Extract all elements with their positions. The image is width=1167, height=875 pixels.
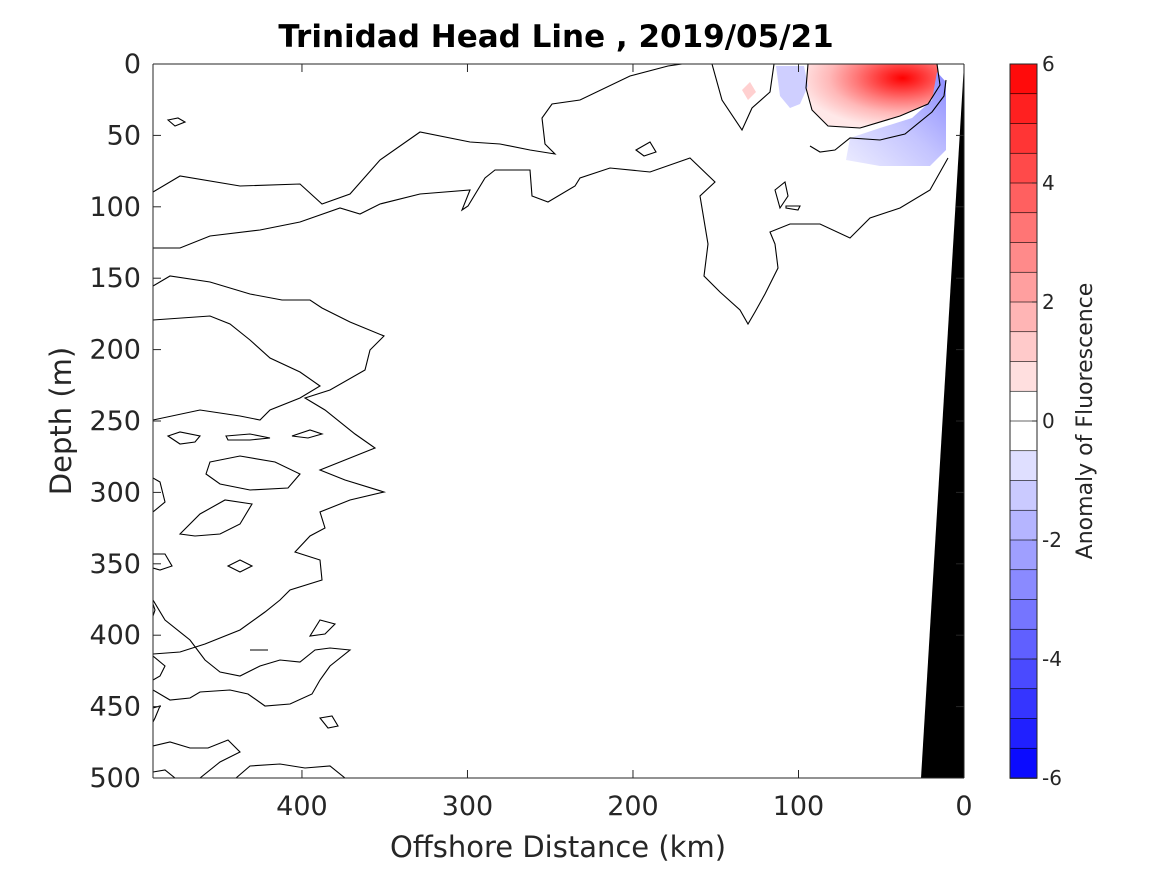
colorbar-bin — [1009, 331, 1038, 363]
colorbar-bin — [1009, 271, 1038, 303]
x-tick-label: 300 — [442, 791, 494, 822]
negative-anomaly-patch-2 — [776, 66, 808, 108]
y-tick-label: 400 — [89, 620, 141, 651]
x-axis-label: Offshore Distance (km) — [390, 830, 726, 864]
colorbar-bin — [1009, 361, 1038, 393]
colorbar-tick-label: 6 — [1042, 52, 1055, 76]
colorbar-bin — [1009, 509, 1038, 541]
colorbar-bin — [1009, 569, 1038, 601]
colorbar-bin — [1009, 63, 1038, 95]
colorbar-bin — [1009, 747, 1038, 779]
colorbar-bin — [1009, 301, 1038, 333]
colorbar-bin — [1009, 539, 1038, 571]
colorbar-label: Anomaly of Fluorescence — [1073, 283, 1098, 560]
y-axis-label: Depth (m) — [44, 347, 78, 495]
y-tick-label: 100 — [89, 192, 141, 223]
colorbar-bin — [1009, 480, 1038, 512]
colorbar-tick-label: 0 — [1042, 409, 1055, 433]
colorbar-bin — [1009, 450, 1038, 482]
colorbar-bin — [1009, 390, 1038, 422]
colorbar-bin — [1009, 658, 1038, 690]
x-tick-label: 200 — [607, 791, 659, 822]
x-tick-label: 0 — [955, 791, 972, 822]
colorbar-bin — [1009, 420, 1038, 452]
positive-anomaly-small — [742, 82, 756, 100]
colorbar-tick-label: -2 — [1042, 528, 1062, 552]
y-axis: 0 50 100 150 200 250 300 350 400 450 500 — [89, 49, 964, 794]
y-tick-label: 150 — [89, 263, 141, 294]
y-tick-label: 350 — [89, 549, 141, 580]
y-tick-label: 50 — [107, 120, 141, 151]
y-tick-label: 250 — [89, 406, 141, 437]
positive-anomaly-patch — [806, 64, 940, 128]
colorbar-bin — [1009, 242, 1038, 274]
colorbar: 6 4 2 0 -2 -4 -6 — [1009, 52, 1062, 790]
colorbar-bin — [1009, 599, 1038, 631]
x-tick-label: 400 — [276, 791, 328, 822]
colorbar-tick-label: -4 — [1042, 647, 1062, 671]
colorbar-tick-label: -6 — [1042, 766, 1062, 790]
colorbar-tick-label: 2 — [1042, 290, 1055, 314]
y-tick-label: 450 — [89, 692, 141, 723]
colorbar-tick-label: 4 — [1042, 171, 1055, 195]
x-axis: 400 300 200 100 0 — [276, 64, 973, 822]
colorbar-bin — [1009, 182, 1038, 214]
colorbar-bin — [1009, 212, 1038, 244]
y-tick-label: 0 — [124, 49, 141, 80]
chart-title: Trinidad Head Line , 2019/05/21 — [278, 19, 833, 55]
colorbar-bin — [1009, 718, 1038, 750]
colorbar-bin — [1009, 628, 1038, 660]
negative-anomaly-patch — [846, 72, 946, 166]
plot-area — [153, 64, 964, 778]
zero-contours — [153, 64, 949, 778]
colorbar-bin — [1009, 152, 1038, 184]
colorbar-bin — [1009, 688, 1038, 720]
colorbar-bin — [1009, 123, 1038, 155]
y-tick-label: 500 — [89, 763, 141, 794]
bathymetry-shelf — [921, 64, 964, 778]
y-tick-label: 200 — [89, 335, 141, 366]
y-tick-label: 300 — [89, 477, 141, 508]
x-tick-label: 100 — [773, 791, 825, 822]
colorbar-bin — [1009, 93, 1038, 125]
